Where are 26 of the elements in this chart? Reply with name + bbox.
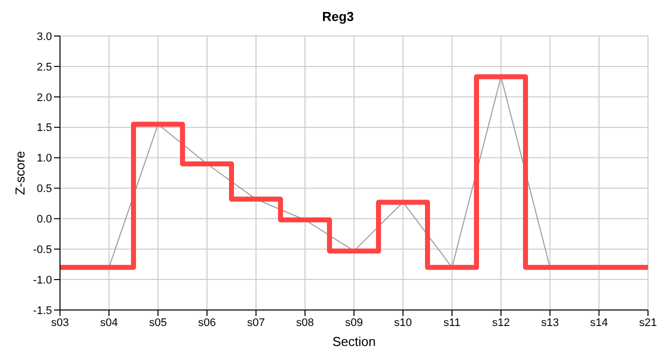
- x-axis-title: Section: [332, 334, 376, 349]
- x-tick-label: s10: [394, 316, 412, 329]
- chart-title: Reg3: [321, 8, 355, 26]
- x-tick-label: s08: [296, 316, 314, 329]
- y-tick-label: -1.0: [33, 274, 52, 286]
- y-tick-label: 3.0: [36, 30, 52, 43]
- x-tick-label: s11: [444, 316, 460, 329]
- y-tick-label: 1.5: [36, 122, 52, 134]
- x-tick-label: s21: [639, 316, 657, 329]
- y-tick-label: 0.5: [36, 183, 52, 196]
- y-tick-label: 2.5: [36, 61, 52, 74]
- x-tick-label: s07: [247, 316, 265, 329]
- x-tick-label: s05: [149, 316, 167, 329]
- y-tick-label: -0.5: [33, 244, 52, 256]
- x-tick-label: s03: [51, 316, 69, 329]
- y-tick-label: 1.0: [36, 152, 52, 165]
- y-tick-label: -1.5: [33, 304, 52, 317]
- x-tick-label: s06: [198, 316, 216, 329]
- x-tick-label: s09: [345, 316, 363, 329]
- y-tick-label: 0.0: [36, 214, 52, 226]
- x-tick-label: s13: [541, 316, 559, 329]
- x-tick-label: s12: [492, 316, 510, 329]
- x-tick-label: s04: [100, 316, 118, 329]
- y-tick-label: 2.0: [36, 92, 52, 104]
- y-axis-title: Z-score: [12, 150, 28, 196]
- x-tick-label: s14: [590, 316, 608, 329]
